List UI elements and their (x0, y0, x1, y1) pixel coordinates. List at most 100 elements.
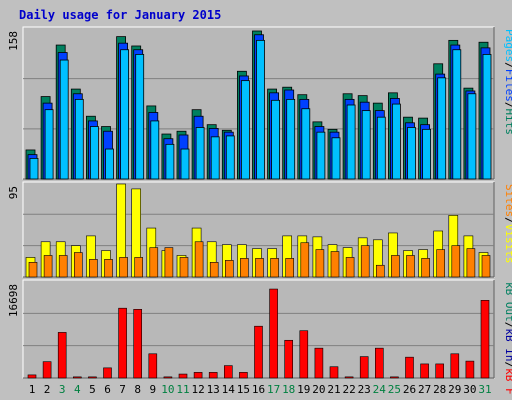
bar-sites-day-20 (315, 249, 325, 278)
bar-kbf-day-9 (148, 353, 158, 379)
day-label-29: 29 (448, 383, 461, 396)
bar-kbf-day-18 (284, 339, 294, 379)
day-label-27: 27 (418, 383, 431, 396)
day-label-31: 31 (478, 383, 491, 396)
bar-sites-day-8 (134, 257, 143, 278)
bar-kbf-day-5 (88, 376, 97, 379)
bar-kbf-day-17 (269, 288, 278, 379)
bar-pages-day-6 (105, 148, 114, 180)
bar-pages-day-12 (195, 127, 205, 180)
bar-pages-day-26 (407, 127, 416, 180)
day-label-5: 5 (89, 383, 96, 396)
bar-sites-day-25 (391, 255, 400, 278)
bar-pages-day-29 (452, 49, 462, 180)
day-label-24: 24 (373, 383, 387, 396)
bar-kbf-day-8 (133, 309, 142, 379)
bar-kbf-day-2 (42, 361, 52, 379)
bar-pages-day-16 (256, 39, 265, 180)
bar-kbf-day-27 (420, 363, 429, 379)
day-label-12: 12 (191, 383, 204, 396)
bar-pages-day-31 (482, 54, 492, 180)
day-label-25: 25 (388, 383, 401, 396)
bar-sites-day-21 (330, 251, 340, 278)
bar-kbf-day-14 (224, 365, 233, 379)
bar-sites-day-13 (209, 262, 219, 278)
day-label-26: 26 (403, 383, 416, 396)
bar-sites-day-4 (74, 252, 83, 278)
hits-panel-legend-hits: Hits (503, 109, 512, 136)
bar-sites-day-29 (451, 245, 461, 278)
chart-title: Daily usage for January 2015 (19, 8, 221, 22)
visits-panel-legend-visits: Visits (503, 224, 512, 264)
day-label-11: 11 (176, 383, 189, 396)
bar-kbf-day-10 (163, 376, 173, 379)
bar-kbf-day-16 (254, 325, 263, 379)
bar-pages-day-13 (210, 136, 220, 180)
bar-sites-day-1 (28, 262, 38, 278)
bar-kbf-day-24 (374, 347, 384, 379)
bar-kbf-day-11 (178, 373, 188, 379)
bar-sites-day-19 (300, 242, 310, 278)
bar-sites-day-12 (194, 241, 204, 278)
bar-sites-day-24 (375, 264, 385, 278)
bar-kbf-day-12 (193, 372, 203, 379)
bar-kbf-day-31 (480, 300, 490, 379)
hits-panel-legend-pages: Pages (503, 29, 512, 62)
day-label-18: 18 (282, 383, 295, 396)
bar-pages-day-20 (316, 131, 326, 180)
bar-sites-day-14 (225, 260, 234, 278)
bar-kbf-day-3 (57, 332, 67, 379)
kbytes-panel-legend-separator: / (503, 362, 512, 369)
kbytes-panel-legend-kb-out: kB Out (503, 282, 512, 322)
day-label-23: 23 (358, 383, 371, 396)
bar-kbf-day-6 (103, 367, 112, 379)
day-label-8: 8 (134, 383, 141, 396)
visits-panel: 95 Sites/Visits (7, 181, 512, 278)
day-label-19: 19 (297, 383, 310, 396)
bar-pages-day-22 (346, 104, 356, 180)
day-label-9: 9 (149, 383, 156, 396)
day-label-6: 6 (104, 383, 111, 396)
bar-pages-day-25 (391, 103, 401, 180)
bar-sites-day-9 (149, 247, 159, 278)
day-label-14: 14 (222, 383, 236, 396)
day-label-28: 28 (433, 383, 446, 396)
day-label-10: 10 (161, 383, 174, 396)
bar-sites-day-30 (466, 248, 476, 278)
bar-pages-day-14 (225, 135, 235, 180)
bar-kbf-day-13 (208, 372, 218, 379)
bar-sites-day-26 (406, 255, 415, 278)
day-label-4: 4 (74, 383, 81, 396)
day-label-15: 15 (237, 383, 250, 396)
visits-panel-legend: Sites/Visits (503, 184, 512, 264)
bar-pages-day-9 (150, 120, 160, 180)
bar-pages-day-3 (59, 59, 69, 180)
bar-sites-day-5 (89, 259, 98, 278)
bar-pages-day-5 (90, 126, 99, 180)
bar-sites-day-31 (481, 255, 491, 278)
visits-panel-legend-sites: Sites (503, 184, 512, 217)
bar-kbf-day-20 (314, 347, 324, 379)
hits-panel-legend-separator: / (503, 62, 512, 69)
bar-sites-day-2 (43, 255, 53, 278)
day-label-30: 30 (463, 383, 476, 396)
day-label-13: 13 (207, 383, 220, 396)
kbytes-panel-legend: kB Out/kB In/kB F (503, 282, 512, 395)
visits-panel-ymax-label: 95 (7, 186, 20, 199)
bar-kbf-day-22 (344, 376, 354, 379)
bar-sites-day-27 (421, 258, 430, 278)
kbytes-panel-legend-kb-f: kB F (503, 368, 512, 395)
bar-kbf-day-25 (390, 376, 399, 379)
bar-pages-day-27 (422, 128, 432, 180)
bar-pages-day-7 (120, 49, 129, 180)
bar-kbf-day-15 (239, 372, 248, 379)
bar-kbf-day-1 (27, 374, 37, 379)
bar-pages-day-30 (467, 93, 477, 180)
day-label-17: 17 (267, 383, 280, 396)
hits-panel-legend-separator: / (503, 102, 512, 109)
bar-kbf-day-19 (299, 330, 309, 379)
bar-kbf-day-26 (405, 356, 414, 379)
